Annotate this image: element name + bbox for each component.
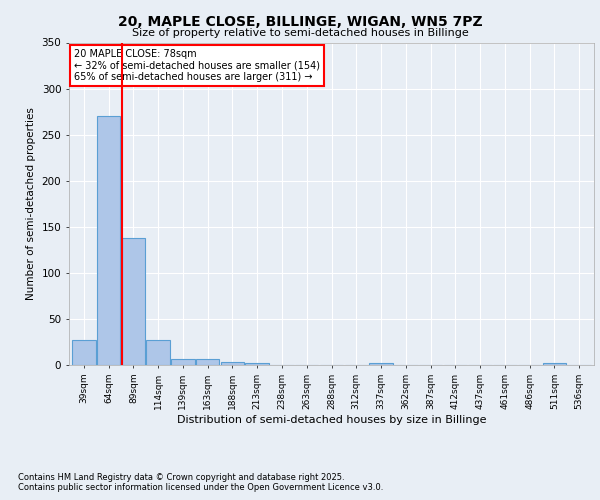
- Bar: [542, 363, 566, 365]
- Bar: [369, 363, 393, 365]
- Bar: [72, 340, 95, 365]
- Bar: [221, 362, 244, 365]
- Y-axis label: Number of semi-detached properties: Number of semi-detached properties: [26, 108, 36, 300]
- Bar: [245, 363, 269, 365]
- Bar: [146, 340, 170, 365]
- Bar: [97, 116, 121, 365]
- Text: Contains HM Land Registry data © Crown copyright and database right 2025.
Contai: Contains HM Land Registry data © Crown c…: [18, 473, 383, 492]
- Text: Size of property relative to semi-detached houses in Billinge: Size of property relative to semi-detach…: [131, 28, 469, 38]
- Bar: [122, 238, 145, 365]
- Text: 20 MAPLE CLOSE: 78sqm
← 32% of semi-detached houses are smaller (154)
65% of sem: 20 MAPLE CLOSE: 78sqm ← 32% of semi-deta…: [74, 49, 320, 82]
- Bar: [171, 358, 194, 365]
- X-axis label: Distribution of semi-detached houses by size in Billinge: Distribution of semi-detached houses by …: [177, 414, 486, 424]
- Bar: [196, 358, 220, 365]
- Text: 20, MAPLE CLOSE, BILLINGE, WIGAN, WN5 7PZ: 20, MAPLE CLOSE, BILLINGE, WIGAN, WN5 7P…: [118, 15, 482, 29]
